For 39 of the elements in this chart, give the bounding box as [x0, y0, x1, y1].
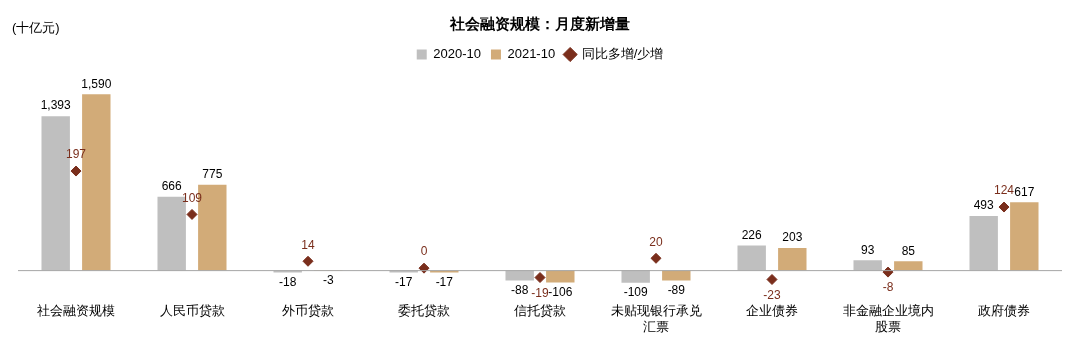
y-axis-title: (十亿元)	[12, 20, 60, 36]
data-label: 85	[901, 243, 916, 258]
data-label: -8	[882, 280, 894, 295]
data-label: 124	[993, 183, 1015, 198]
x-tick-label: 社会融资规模	[37, 303, 115, 319]
data-label: 93	[861, 242, 875, 257]
x-tick-label: 人民币贷款	[159, 303, 225, 319]
data-label: 14	[301, 237, 315, 252]
data-label: -88	[511, 282, 529, 297]
data-label: 666	[161, 179, 183, 194]
legend-label: 同比多增/少增	[581, 46, 664, 62]
data-label: -109	[623, 285, 649, 300]
x-tick-label: 政府债券	[978, 303, 1030, 319]
data-label: 1,590	[81, 76, 112, 91]
data-label: -23	[763, 287, 781, 302]
data-label: -17	[435, 274, 454, 289]
legend-label: 2020-10	[433, 46, 481, 62]
data-label: -3	[322, 273, 334, 288]
data-label: -89	[667, 282, 686, 297]
data-label: 203	[782, 230, 803, 245]
data-label: 0	[420, 244, 428, 259]
x-tick-label: 信托贷款	[514, 303, 566, 319]
data-label: -17	[395, 274, 413, 289]
x-tick-label: 外币贷款	[282, 303, 334, 319]
data-label: 20	[649, 234, 663, 249]
data-label: 493	[973, 198, 995, 213]
data-label: 617	[1014, 184, 1035, 199]
data-label: -19	[531, 285, 549, 300]
legend-label: 2021-10	[507, 46, 556, 62]
data-label: 226	[741, 227, 763, 242]
x-tick-label: 企业债券	[746, 303, 798, 319]
x-tick-label: 委托贷款	[398, 303, 450, 319]
data-label: -18	[279, 274, 297, 289]
data-label: -106	[548, 284, 573, 299]
chart-title: 社会融资规模：月度新增量	[449, 15, 630, 33]
x-tick-label: 未贴现银行承兑汇票	[610, 303, 702, 334]
data-label: 1,393	[40, 98, 72, 113]
data-label: 775	[202, 166, 223, 181]
x-tick-label: 非金融企业境内股票	[842, 303, 934, 334]
